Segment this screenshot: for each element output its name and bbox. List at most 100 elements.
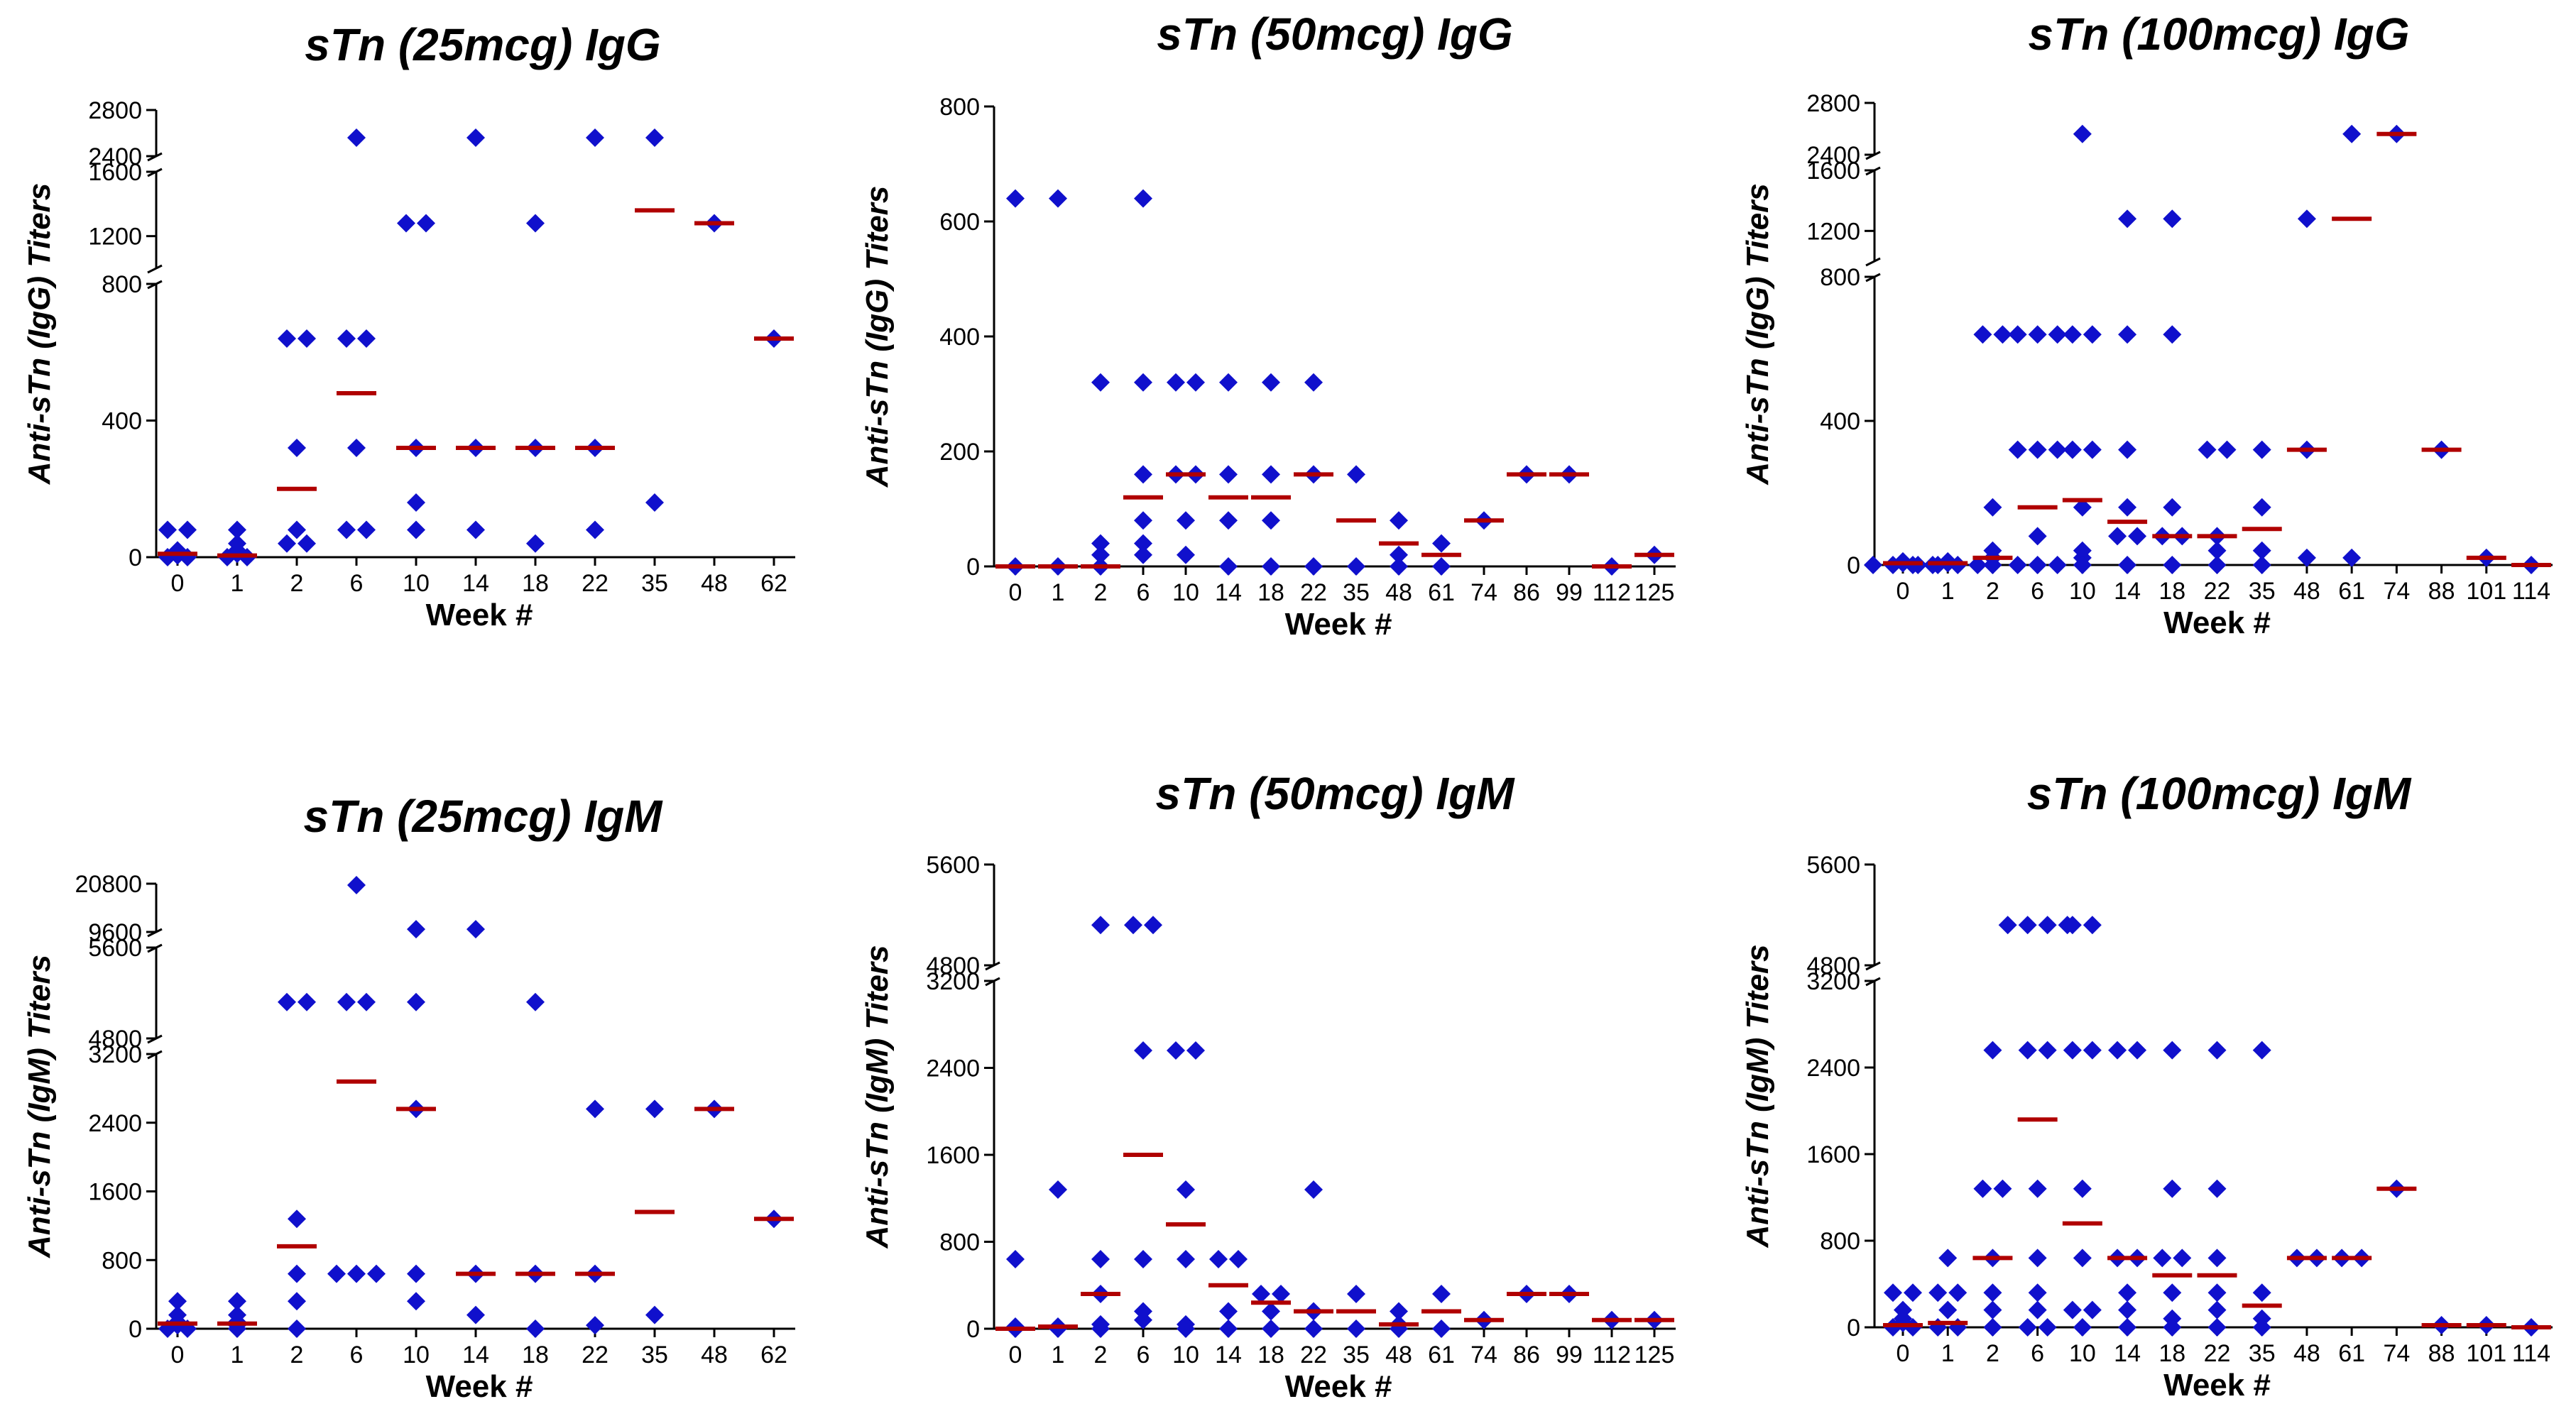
y-tick-label: 0 — [966, 554, 980, 581]
data-point — [288, 439, 306, 457]
chart-title: sTn (50mcg) IgG — [1157, 9, 1512, 60]
data-point — [2252, 440, 2271, 459]
x-tick-label: 1 — [1052, 1342, 1065, 1368]
data-point — [2073, 1179, 2092, 1198]
data-point — [645, 128, 664, 147]
data-point — [2163, 1318, 2182, 1337]
x-tick-label: 48 — [2293, 578, 2320, 605]
x-tick-label: 1 — [1941, 578, 1955, 605]
y-tick-label: 400 — [102, 408, 142, 435]
x-axis-label: Week # — [2163, 1368, 2271, 1403]
data-point — [2163, 209, 2182, 229]
x-axis-label: Week # — [2163, 605, 2271, 640]
data-point — [2083, 1300, 2102, 1320]
data-point — [2063, 916, 2082, 935]
data-point — [1998, 916, 2017, 935]
data-point — [2297, 209, 2316, 229]
data-point — [2073, 498, 2092, 517]
y-axis-label: Anti-sTn (IgG) Titers — [860, 186, 895, 488]
data-point — [2028, 527, 2047, 546]
data-point — [2207, 1318, 2227, 1337]
x-tick-label: 48 — [2293, 1340, 2320, 1367]
x-tick-label: 10 — [403, 1342, 430, 1368]
data-point — [1134, 373, 1152, 392]
data-point — [1432, 1320, 1451, 1338]
data-point — [2207, 1249, 2227, 1268]
data-point — [1938, 1300, 1958, 1320]
x-tick-label: 18 — [2159, 578, 2185, 605]
x-tick-label: 99 — [1556, 1342, 1583, 1368]
data-point — [1968, 556, 1987, 574]
data-point — [1390, 557, 1408, 576]
data-point — [2173, 1249, 2192, 1268]
x-tick-label: 88 — [2428, 1340, 2455, 1367]
data-point — [298, 534, 316, 553]
y-tick-label: 800 — [939, 1229, 980, 1256]
x-tick-label: 22 — [1300, 579, 1327, 606]
data-point — [1219, 511, 1238, 530]
data-point — [2297, 548, 2316, 567]
data-point — [1124, 916, 1142, 935]
x-tick-label: 0 — [1009, 1342, 1022, 1368]
y-tick-label: 5600 — [88, 935, 142, 962]
data-point — [1177, 1320, 1195, 1338]
x-axis-label: Week # — [1285, 607, 1392, 642]
data-point — [2163, 1179, 2182, 1198]
data-point — [1884, 1318, 1902, 1337]
data-point — [407, 920, 425, 939]
y-tick-label: 400 — [1820, 408, 1860, 435]
data-point — [1177, 511, 1195, 530]
data-point — [337, 520, 356, 539]
x-tick-label: 10 — [1172, 579, 1199, 606]
data-point — [407, 1292, 425, 1311]
data-point — [2153, 1249, 2172, 1268]
data-point — [1347, 1320, 1365, 1338]
x-tick-label: 14 — [462, 1342, 489, 1368]
data-point — [645, 1099, 664, 1119]
data-point — [526, 992, 545, 1011]
data-point — [1983, 1318, 2002, 1337]
data-point — [2252, 1283, 2271, 1302]
x-tick-label: 125 — [1634, 1342, 1675, 1368]
data-point — [1993, 325, 2012, 344]
y-tick-label: 4800 — [1806, 953, 1860, 980]
data-point — [1983, 498, 2002, 517]
data-point — [2252, 541, 2271, 560]
data-point — [298, 992, 316, 1011]
data-point — [2018, 916, 2037, 935]
data-point — [1347, 1285, 1365, 1303]
x-axis-label: Week # — [1285, 1369, 1392, 1404]
data-point — [2028, 325, 2047, 344]
data-point — [2108, 527, 2127, 546]
data-point — [407, 1264, 425, 1283]
data-point — [2073, 1249, 2092, 1268]
data-point — [2028, 1300, 2047, 1320]
chart-title: sTn (50mcg) IgM — [1156, 768, 1516, 819]
data-point — [2252, 498, 2271, 517]
y-tick-label: 2400 — [1806, 142, 1860, 169]
data-point — [2163, 1041, 2182, 1060]
x-tick-label: 6 — [1137, 1342, 1150, 1368]
x-tick-label: 1 — [231, 1342, 244, 1368]
x-tick-label: 14 — [1215, 1342, 1242, 1368]
data-point — [288, 1209, 306, 1229]
data-point — [2118, 498, 2137, 517]
data-point — [1091, 534, 1110, 553]
x-tick-label: 10 — [403, 570, 430, 597]
data-point — [2118, 440, 2137, 459]
data-point — [2207, 1300, 2227, 1320]
data-point — [1904, 1318, 1922, 1337]
y-tick-label: 1600 — [926, 1142, 980, 1169]
y-tick-label: 2400 — [1806, 1055, 1860, 1082]
data-point — [1209, 1250, 1228, 1268]
data-point — [1262, 1302, 1280, 1321]
data-point — [1272, 1285, 1290, 1303]
y-axis-label: Anti-sTn (IgM) Titers — [22, 955, 57, 1258]
data-point — [1167, 373, 1185, 392]
data-point — [1091, 916, 1110, 935]
data-point — [1186, 373, 1205, 392]
data-point — [2083, 916, 2102, 935]
data-point — [407, 992, 425, 1011]
